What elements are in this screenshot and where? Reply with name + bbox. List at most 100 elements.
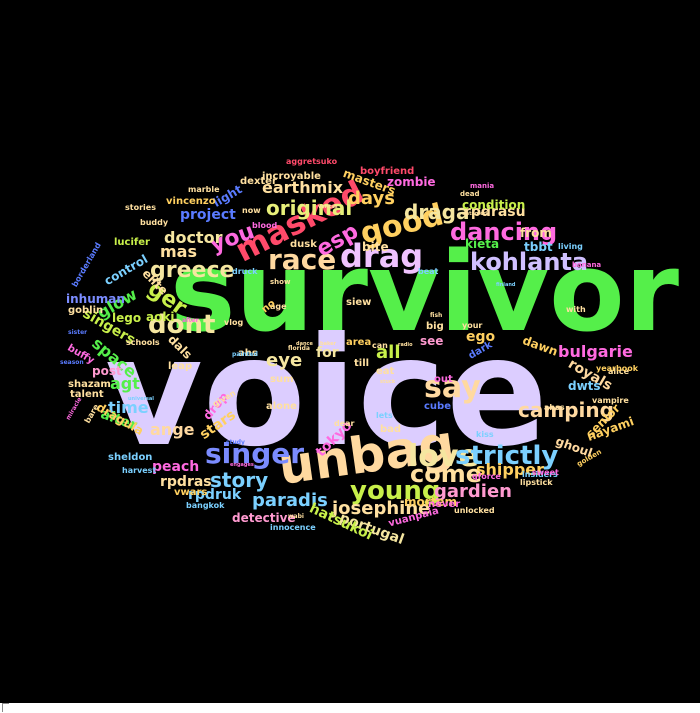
window-corner <box>2 703 9 712</box>
word-sister: sister <box>68 329 88 336</box>
word-rpdruk: rpdruk <box>188 487 242 503</box>
word-eye: eye <box>266 350 303 371</box>
word-sweet: sweet <box>532 468 559 477</box>
word-after: after <box>182 317 199 324</box>
word-voice: voice <box>105 306 548 480</box>
word-talent: talent <box>70 389 104 400</box>
word-race: race <box>268 243 337 276</box>
word-days: days <box>348 188 395 209</box>
word-bulgarie: bulgarie <box>558 342 633 361</box>
word-vlog: vlog <box>224 318 244 327</box>
word-sheldon: sheldon <box>108 452 153 463</box>
word-schools: schools <box>126 338 160 347</box>
word-innocence: innocence <box>270 523 316 532</box>
word-rpdrasu: rpdrasu <box>464 204 526 220</box>
word-painted: painted <box>232 351 258 358</box>
word-buddy: buddy <box>140 218 169 227</box>
word-dusk: dusk <box>290 239 317 250</box>
word-post: post <box>92 364 122 378</box>
word-rpdras: rpdras <box>160 474 212 490</box>
word-incroyable: incroyable <box>262 171 321 182</box>
word-bite: bite <box>362 240 389 254</box>
word-mortem: mortem <box>404 495 458 509</box>
word-all: all <box>376 342 401 363</box>
word-banana: banana <box>572 261 602 269</box>
word-tbbt: tbbt <box>524 240 553 254</box>
word-qforce: qforce <box>472 472 501 481</box>
word-control: control <box>101 251 151 289</box>
word-say: say <box>424 370 481 405</box>
word-with: with <box>566 305 586 314</box>
word-alice: alice <box>608 367 630 376</box>
word-cube: cube <box>424 401 451 412</box>
word-show: show <box>270 278 291 286</box>
word-sum: sum <box>270 374 294 385</box>
word-dwts: dwts <box>568 379 601 393</box>
word-out: out <box>434 374 453 385</box>
word-condition: condition <box>462 198 526 212</box>
word-ahs: ahs <box>238 348 258 359</box>
word-peach: peach <box>152 459 200 475</box>
word-marble: marble <box>188 185 220 194</box>
word-project: project <box>180 207 236 223</box>
word-story: story <box>210 468 269 492</box>
word-paradis: paradis <box>252 490 328 511</box>
word-dear: dear <box>334 419 355 428</box>
word-singer: singer <box>205 437 305 470</box>
word-lego: lego <box>112 311 142 325</box>
word-love: love <box>408 439 479 474</box>
word-kieta: kieta <box>465 237 500 251</box>
word-ange: ange <box>150 420 195 439</box>
word-baker: baker <box>320 341 337 347</box>
word-now: now <box>242 206 261 215</box>
word-yearbook: yearbook <box>596 364 639 373</box>
word-draga: draga <box>404 200 470 224</box>
word-see: see <box>420 334 444 348</box>
word-josephine: josephine <box>332 498 431 519</box>
word-vampire: vampire <box>592 396 629 405</box>
word-beat: beat <box>418 267 439 276</box>
word-universal: universal <box>128 396 155 402</box>
word-alone: alone <box>266 401 297 412</box>
word-age: age <box>270 302 287 311</box>
word-drag: drag <box>340 237 424 275</box>
word-mas: mas <box>160 242 197 261</box>
word-fish: fish <box>430 312 443 319</box>
word-detective: detective <box>232 511 296 525</box>
word-strictly: strictly <box>455 441 559 471</box>
word-dance: dance <box>296 341 313 347</box>
word-big: big <box>426 321 444 332</box>
word-from: from <box>520 226 552 240</box>
word-can: can <box>372 341 388 350</box>
word-veritas: veritas <box>318 204 338 210</box>
word-time: time <box>108 398 149 417</box>
word-area: area <box>346 337 372 348</box>
word-leap: leap <box>168 361 193 372</box>
word-doctor: doctor <box>164 228 223 247</box>
word-till: till <box>354 358 370 369</box>
word-bad: bad <box>380 424 402 435</box>
word-siew: siew <box>346 297 372 308</box>
word-dead: dead <box>460 190 480 198</box>
word-gardien: gardien <box>434 481 512 502</box>
word-borderland: borderland <box>70 240 103 289</box>
word-engages: engages <box>230 462 254 468</box>
word-for: for <box>316 345 339 361</box>
word-goblin: goblin <box>68 305 104 316</box>
word-eat: eat <box>376 366 395 377</box>
word-zombie: zombie <box>387 175 436 189</box>
word-study: study <box>226 439 245 446</box>
word-insiders: insiders <box>522 470 558 479</box>
word-living: living <box>558 242 583 251</box>
word-stories: stories <box>125 203 156 212</box>
word-lipstick: lipstick <box>520 478 553 487</box>
word-never: never <box>428 499 461 510</box>
word-boyfriend: boyfriend <box>360 166 415 177</box>
word-radio: radio <box>398 342 413 348</box>
word-greece: greece <box>150 258 235 283</box>
word-stuck: stuck <box>380 379 396 385</box>
word-florida: florida <box>288 345 310 352</box>
word-kohlanta: kohlanta <box>470 248 589 276</box>
word-blood: blood <box>252 221 278 230</box>
